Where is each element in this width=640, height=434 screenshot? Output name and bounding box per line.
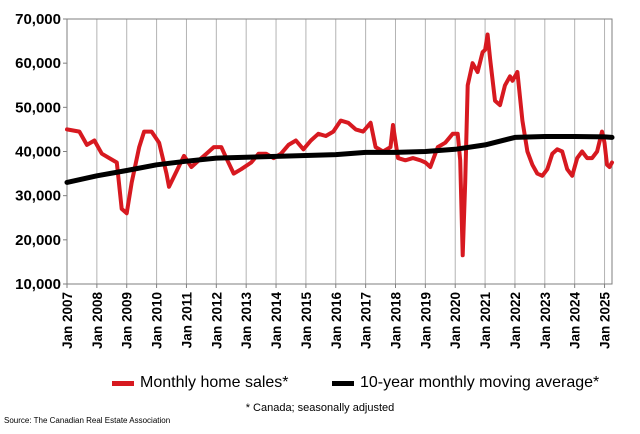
x-tick-label: Jan 2007 (60, 292, 75, 349)
legend: Monthly home sales* 10-year monthly movi… (0, 371, 640, 395)
legend-swatch-moving-average (332, 380, 354, 386)
plot-border (66, 18, 613, 285)
x-tick-label: Jan 2011 (179, 292, 194, 349)
x-tick-label: Jan 2025 (598, 292, 613, 350)
x-tick-label: Jan 2014 (269, 292, 284, 350)
legend-label-monthly-home-sales: Monthly home sales* (140, 374, 289, 391)
x-tick-label: Jan 2018 (388, 292, 403, 350)
line-chart: 10,000 20,000 30,000 40,000 50,000 60,000 70,0… (15, 11, 615, 349)
y-tick-label: 70,000 (15, 11, 61, 28)
x-tick-label: Jan 2015 (299, 292, 314, 350)
x-tick-label: Jan 2012 (209, 292, 224, 349)
x-tick-label: Jan 2017 (359, 292, 374, 349)
x-tick-label: Jan 2021 (478, 292, 493, 350)
y-tick-label: 20,000 (15, 232, 61, 249)
legend-label-moving-average: 10-year monthly moving average* (360, 374, 600, 391)
x-tick-label: Jan 2022 (508, 292, 523, 349)
series-line-moving-average (64, 134, 615, 185)
x-tick-label: Jan 2016 (329, 292, 344, 350)
source-note: Source: The Canadian Real Estate Associa… (4, 416, 171, 425)
x-tick-label: Jan 2020 (448, 292, 463, 349)
x-tick-label: Jan 2019 (418, 292, 433, 349)
legend-swatch-monthly-home-sales (112, 380, 134, 386)
y-axis: 10,000 20,000 30,000 40,000 50,000 60,000 70,0… (15, 11, 67, 293)
y-tick-label: 10,000 (15, 276, 61, 293)
x-tick-label: Jan 2024 (568, 292, 583, 350)
x-tick-label: Jan 2023 (538, 292, 553, 350)
x-tick-label: Jan 2009 (120, 292, 135, 349)
x-axis: Jan 2007 Jan 2008 Jan 2009 Jan 2010 Jan 2011… (60, 284, 613, 349)
x-tick-label: Jan 2013 (239, 292, 254, 350)
series-line-monthly-home-sales (65, 32, 614, 258)
series-layer (64, 32, 615, 258)
y-tick-label: 60,000 (15, 55, 61, 72)
plot-area (66, 18, 613, 285)
y-tick-label: 30,000 (15, 188, 61, 205)
footnote: * Canada; seasonally adjusted (245, 402, 395, 414)
x-tick-label: Jan 2010 (150, 292, 165, 349)
legend-item-monthly-home-sales: Monthly home sales* (112, 371, 289, 395)
legend-item-moving-average: 10-year monthly moving average* (332, 371, 599, 395)
y-tick-label: 40,000 (15, 144, 61, 161)
x-tick-label: Jan 2008 (90, 292, 105, 350)
y-tick-label: 50,000 (15, 99, 61, 116)
